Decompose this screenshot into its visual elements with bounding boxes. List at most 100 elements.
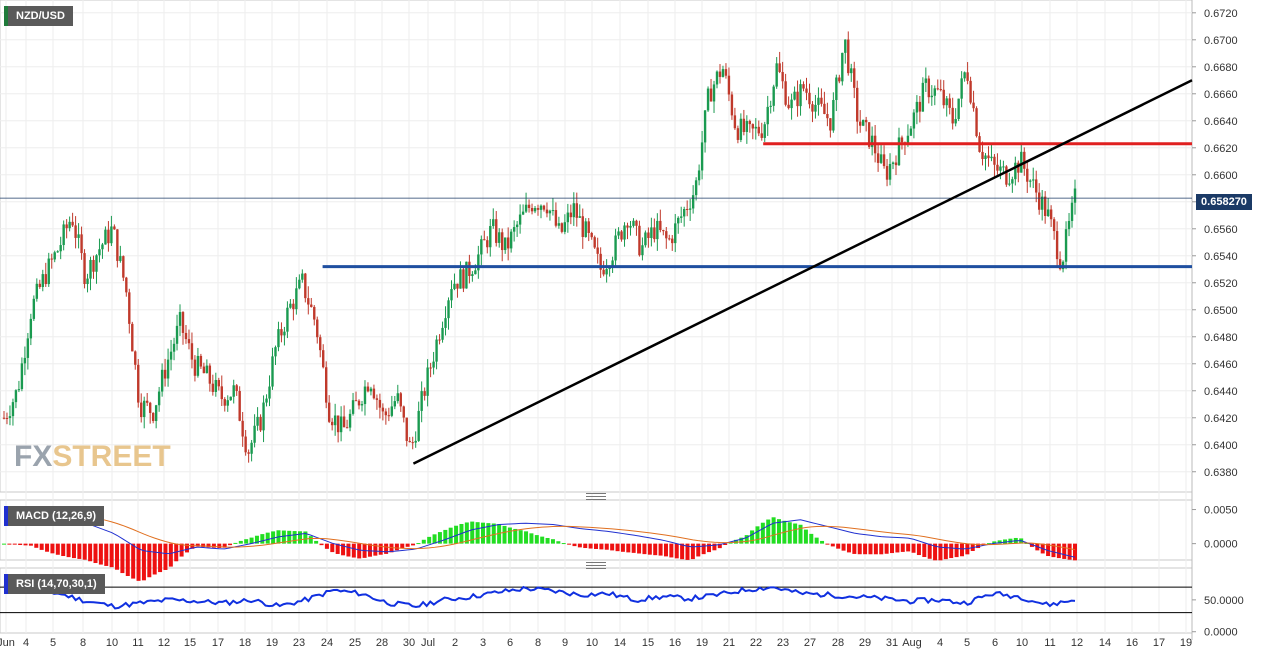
candle-body-142: [426, 367, 429, 396]
candle-body-195: [584, 221, 587, 237]
candle-body-242: [724, 69, 728, 76]
macd-hist-bar-106: [572, 543, 577, 547]
candle-body-299: [894, 162, 898, 166]
candle-body-319: [954, 119, 957, 124]
candle-body-272: [814, 104, 817, 112]
candle-body-35: [107, 229, 110, 244]
x-tick-label-18: 3: [480, 637, 486, 649]
macd-hist-bar-144: [776, 519, 781, 544]
candle-body-22: [68, 221, 71, 229]
candle-body-47: [143, 400, 146, 418]
macd-hist-bar-46: [249, 537, 254, 544]
macd-hist-bar-127: [685, 543, 690, 560]
candle-body-221: [662, 230, 665, 232]
pane-resize-handle-rsi[interactable]: [586, 562, 606, 569]
candle-body-271: [811, 104, 814, 112]
candle-body-324: [969, 80, 972, 103]
macd-hist-bar-41: [222, 543, 227, 548]
candle-body-87: [262, 402, 265, 431]
candle-body-126: [378, 399, 382, 408]
candle-body-341: [1020, 151, 1023, 173]
macd-hist-bar-26: [141, 543, 146, 581]
last-price-badge: 0.658270: [1196, 194, 1252, 210]
candle-body-241: [721, 69, 725, 77]
macd-hist-bar-76: [411, 543, 416, 546]
candle-body-325: [972, 102, 975, 109]
macd-hist-bar-175: [943, 543, 948, 560]
candle-body-352: [1052, 219, 1056, 232]
candle-body-157: [471, 274, 474, 277]
candle-body-174: [521, 211, 525, 215]
y-tick-label-15: 0.6680: [1204, 62, 1238, 74]
y-tick-label-17: 0.6720: [1204, 8, 1238, 20]
candle-body-52: [157, 391, 161, 406]
macd-hist-bar-113: [610, 543, 615, 551]
candle-body-66: [199, 355, 203, 367]
macd-hist-bar-55: [298, 531, 303, 544]
candle-body-102: [307, 298, 310, 305]
candle-body-123: [369, 388, 373, 392]
x-tick-label-19: 6: [507, 637, 513, 649]
macd-hist-bar-96: [518, 530, 523, 544]
macd-hist-bar-100: [540, 536, 545, 544]
candle-body-187: [560, 223, 564, 232]
candle-body-285: [853, 68, 856, 88]
candle-body-208: [623, 225, 626, 240]
candle-body-213: [638, 225, 641, 256]
x-tick-label-37: 6: [992, 637, 998, 649]
macd-hist-bar-156: [841, 543, 846, 551]
macd-hist-bar-149: [803, 529, 808, 544]
candle-body-197: [590, 232, 593, 238]
macd-hist-bar-160: [863, 543, 868, 555]
macd-hist-bar-65: [351, 543, 356, 558]
candle-body-161: [483, 239, 486, 241]
candle-body-243: [727, 75, 731, 95]
candle-body-116: [348, 413, 352, 428]
candle-body-254: [760, 133, 763, 138]
candle-body-12: [38, 283, 41, 288]
rsi-tag[interactable]: RSI (14,70,30,1): [4, 574, 105, 594]
candle-body-139: [417, 410, 420, 441]
candle-body-311: [930, 95, 934, 98]
candle-body-171: [512, 227, 516, 232]
macd-hist-bar-137: [739, 537, 744, 544]
pane-resize-handle-macd[interactable]: [586, 493, 606, 500]
candle-body-125: [375, 398, 379, 400]
candle-body-42: [128, 292, 131, 324]
candle-body-151: [453, 283, 456, 290]
candle-body-326: [975, 108, 978, 137]
macd-hist-bar-35: [190, 543, 195, 549]
candle-body-337: [1008, 183, 1011, 185]
macd-hist-bar-69: [373, 543, 378, 556]
macd-hist-bar-44: [238, 540, 243, 544]
macd-hist-bar-48: [260, 534, 265, 544]
candle-body-78: [235, 385, 238, 392]
x-tick-label-10: 19: [266, 637, 278, 649]
x-tick-label-12: 24: [321, 637, 333, 649]
candle-body-347: [1038, 192, 1041, 210]
macd-hist-bar-104: [561, 543, 566, 545]
macd-hist-bar-59: [319, 543, 324, 546]
candle-body-71: [214, 379, 218, 392]
candle-body-108: [324, 367, 328, 403]
candle-body-77: [232, 385, 235, 397]
macd-tag[interactable]: MACD (12,26,9): [4, 506, 105, 526]
candle-body-113: [339, 416, 343, 433]
macd-hist-bar-98: [529, 533, 534, 544]
macd-hist-bar-178: [959, 543, 964, 557]
candle-body-313: [936, 88, 939, 90]
symbol-tag[interactable]: NZD/USD: [4, 6, 73, 26]
candle-body-72: [217, 379, 220, 387]
x-tick-label-22: 10: [586, 637, 598, 649]
candle-body-173: [518, 214, 522, 225]
macd-hist-bar-119: [642, 543, 647, 555]
macd-hist-bar-14: [77, 543, 82, 559]
macd-hist-bar-103: [556, 541, 561, 544]
macd-hist-bar-165: [890, 543, 895, 554]
candle-body-343: [1026, 168, 1029, 182]
candle-body-227: [680, 216, 683, 218]
macd-hist-bar-124: [669, 543, 674, 558]
candle-body-155: [465, 261, 468, 289]
macd-hist-bar-158: [852, 543, 857, 554]
candle-body-310: [927, 78, 931, 98]
